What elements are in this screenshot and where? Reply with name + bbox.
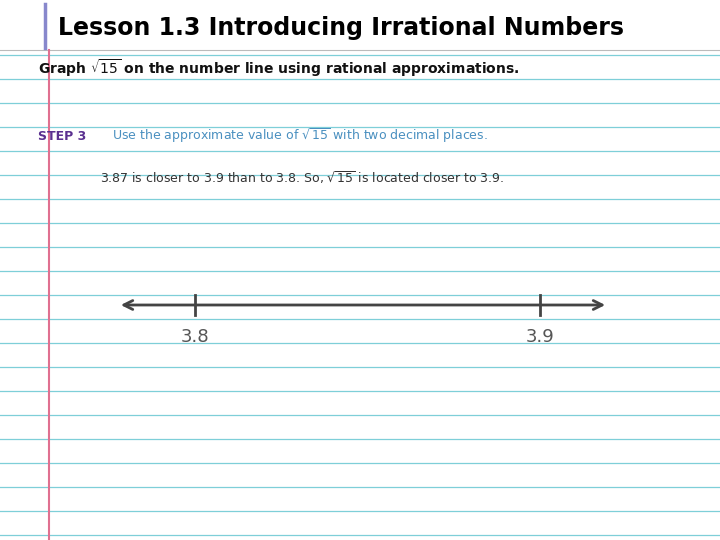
Text: 3.9: 3.9 [526,328,554,346]
Text: Graph $\sqrt{15}$ on the number line using rational approximations.: Graph $\sqrt{15}$ on the number line usi… [38,57,519,79]
Text: 3.8: 3.8 [181,328,210,346]
Text: 3.87 is closer to 3.9 than to 3.8. So, $\sqrt{15}$ is located closer to 3.9.: 3.87 is closer to 3.9 than to 3.8. So, $… [100,170,505,186]
Bar [0,0,720,50]
Text: Lesson 1.3 Introducing Irrational Numbers: Lesson 1.3 Introducing Irrational Number… [58,16,624,40]
Text: Use the approximate value of $\sqrt{15}$ with two decimal places.: Use the approximate value of $\sqrt{15}$… [112,126,487,145]
Text: STEP 3: STEP 3 [38,130,86,143]
